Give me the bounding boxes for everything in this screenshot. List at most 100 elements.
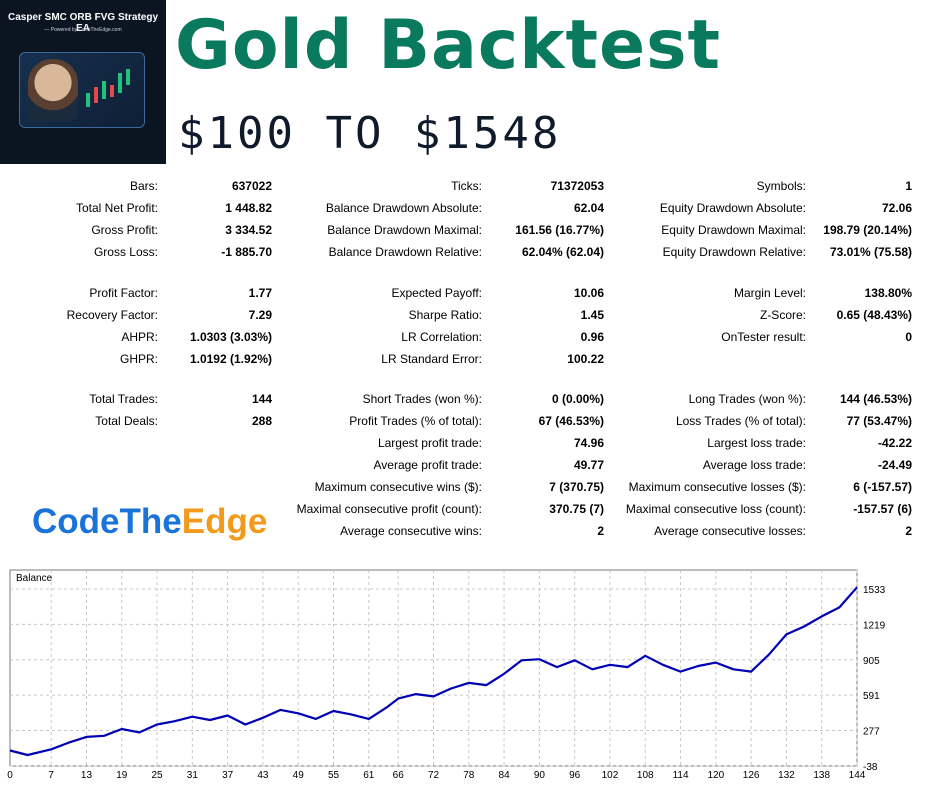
stat-label: Expected Payoff: (391, 286, 482, 300)
stat-value: -157.57 (6) (853, 502, 912, 516)
stat-value: 198.79 (20.14%) (823, 223, 912, 237)
stat-value: 0 (905, 330, 912, 344)
stat-label: Balance Drawdown Maximal: (327, 223, 482, 237)
x-tick-label: 138 (813, 770, 830, 781)
stat-value: 370.75 (7) (549, 502, 604, 516)
x-tick-label: 43 (257, 770, 269, 781)
stat-label: Maximum consecutive losses ($): (628, 480, 806, 494)
x-tick-label: 144 (849, 770, 866, 781)
stat-value: 1.0303 (3.03%) (189, 330, 272, 344)
stat-label: AHPR: (121, 330, 158, 344)
stat-label: Average loss trade: (702, 458, 806, 472)
stat-value: 74.96 (573, 436, 604, 450)
stat-value: 72.06 (881, 201, 912, 215)
y-tick-label: 905 (863, 656, 880, 667)
y-tick-label: -38 (863, 762, 878, 773)
stat-value: 7.29 (248, 308, 272, 322)
stat-label: Balance Drawdown Absolute: (325, 201, 482, 215)
stat-label: Margin Level: (733, 286, 806, 300)
y-tick-label: 277 (863, 727, 880, 738)
x-tick-label: 90 (534, 770, 546, 781)
stat-value: 0.96 (580, 330, 604, 344)
x-tick-label: 19 (116, 770, 128, 781)
x-tick-label: 132 (778, 770, 795, 781)
stat-value: -42.22 (877, 436, 912, 450)
stat-label: Maximum consecutive wins ($): (314, 480, 482, 494)
stat-value: 1.45 (580, 308, 604, 322)
stat-label: Gross Loss: (93, 245, 158, 259)
x-tick-label: 37 (222, 770, 234, 781)
stat-label: Z-Score: (759, 308, 806, 322)
stat-label: Long Trades (won %): (688, 392, 806, 406)
x-tick-label: 120 (707, 770, 724, 781)
thumbnail-card (19, 52, 145, 128)
stat-value: 144 (251, 392, 272, 406)
stat-label: Ticks: (451, 179, 482, 193)
stat-label: Equity Drawdown Absolute: (659, 201, 806, 215)
stat-value: 0 (0.00%) (551, 392, 604, 406)
x-tick-label: 78 (463, 770, 475, 781)
thumbnail-subtitle: — Powered by CodeTheEdge.com (44, 27, 122, 33)
stat-label: Total Deals: (95, 414, 158, 428)
stat-value: 144 (46.53%) (839, 392, 912, 406)
x-tick-label: 61 (363, 770, 375, 781)
stat-label: GHPR: (119, 352, 158, 366)
stat-label: Total Trades: (89, 392, 158, 406)
balance-chart: 0 7 13 19 25 31 37 43 49 55 61 66 72 78 84 90 96 102 108 11… (0, 562, 940, 788)
brand-logo-part1: CodeThe (32, 502, 182, 541)
stat-value: 1 448.82 (225, 201, 272, 215)
x-tick-label: 13 (81, 770, 93, 781)
y-tick-label: 1533 (863, 585, 886, 596)
stat-label: Bars: (129, 179, 158, 193)
stat-label: OnTester result: (721, 330, 806, 344)
x-tick-label: 7 (48, 770, 54, 781)
stat-value: 3 334.52 (225, 223, 272, 237)
x-tick-label: 84 (499, 770, 511, 781)
stat-label: Profit Trades (% of total): (349, 414, 482, 428)
stat-value: 637022 (231, 179, 272, 193)
x-tick-label: 108 (637, 770, 654, 781)
stat-value: -1 885.70 (221, 245, 272, 259)
stat-value: 67 (46.53%) (538, 414, 604, 428)
stat-value: 7 (370.75) (549, 480, 604, 494)
stat-value: 1 (905, 179, 912, 193)
stat-value: 2 (905, 524, 912, 538)
stat-label: Symbols: (756, 179, 806, 193)
stat-label: Balance Drawdown Relative: (328, 245, 482, 259)
balance-line (9, 586, 858, 757)
stat-value: 10.06 (573, 286, 604, 300)
stat-value: 1.0192 (1.92%) (189, 352, 272, 366)
x-tick-label: 55 (328, 770, 340, 781)
stat-value: -24.49 (877, 458, 912, 472)
x-tick-label: 0 (7, 770, 13, 781)
brand-logo-part2: Edge (181, 502, 268, 541)
stat-value: 71372053 (550, 179, 604, 193)
y-tick-label: 1219 (863, 620, 886, 631)
stats-report: Bars: 637022 Total Net Profit: 1 448.82 … (0, 174, 940, 544)
stat-label: Average profit trade: (373, 458, 482, 472)
brand-logo: CodeTheEdge (32, 502, 267, 542)
stat-value: 100.22 (567, 352, 604, 366)
stat-label: LR Correlation: (401, 330, 482, 344)
stat-label: Profit Factor: (89, 286, 158, 300)
x-tick-label: 102 (602, 770, 619, 781)
stat-value: 49.77 (573, 458, 604, 472)
stat-value: 6 (-157.57) (853, 480, 912, 494)
stat-value: 77 (53.47%) (846, 414, 912, 428)
stat-value: 161.56 (16.77%) (515, 223, 604, 237)
stat-value: 1.77 (248, 286, 272, 300)
x-tick-label: 72 (428, 770, 440, 781)
x-tick-label: 126 (743, 770, 760, 781)
stat-label: Average consecutive losses: (654, 524, 806, 538)
stat-label: Loss Trades (% of total): (675, 414, 806, 428)
stat-value: 288 (251, 414, 272, 428)
stat-label: Equity Drawdown Maximal: (661, 223, 806, 237)
chart-title: Balance (16, 573, 53, 584)
stat-label: Maximal consecutive loss (count): (625, 502, 806, 516)
stat-label: Equity Drawdown Relative: (662, 245, 806, 259)
stat-value: 73.01% (75.58) (829, 245, 912, 259)
stat-label: Total Net Profit: (75, 201, 158, 215)
candlestick-icon (86, 69, 130, 107)
x-tick-label: 31 (187, 770, 199, 781)
stat-label: Largest loss trade: (707, 436, 806, 450)
